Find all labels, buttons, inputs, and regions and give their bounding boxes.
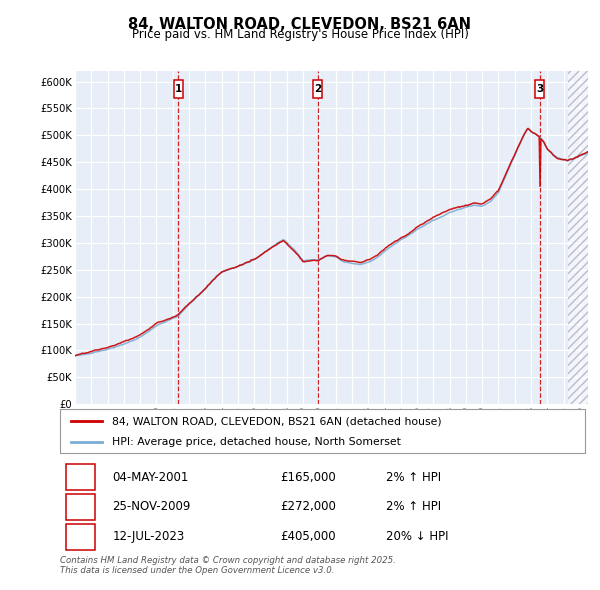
FancyBboxPatch shape (66, 524, 95, 550)
Text: 2: 2 (314, 84, 321, 94)
Text: 2% ↑ HPI: 2% ↑ HPI (386, 500, 440, 513)
FancyBboxPatch shape (174, 80, 183, 98)
FancyBboxPatch shape (313, 80, 322, 98)
Text: 12-JUL-2023: 12-JUL-2023 (113, 530, 185, 543)
FancyBboxPatch shape (66, 464, 95, 490)
Text: 3: 3 (77, 530, 85, 543)
Text: 2: 2 (77, 500, 85, 513)
Text: 1: 1 (175, 84, 182, 94)
Text: Price paid vs. HM Land Registry's House Price Index (HPI): Price paid vs. HM Land Registry's House … (131, 28, 469, 41)
Text: 04-MAY-2001: 04-MAY-2001 (113, 471, 189, 484)
FancyBboxPatch shape (535, 80, 544, 98)
Text: 2% ↑ HPI: 2% ↑ HPI (386, 471, 440, 484)
Text: £272,000: £272,000 (281, 500, 337, 513)
Text: 3: 3 (536, 84, 543, 94)
Text: 25-NOV-2009: 25-NOV-2009 (113, 500, 191, 513)
Text: 20% ↓ HPI: 20% ↓ HPI (386, 530, 448, 543)
Text: 84, WALTON ROAD, CLEVEDON, BS21 6AN (detached house): 84, WALTON ROAD, CLEVEDON, BS21 6AN (det… (113, 416, 442, 426)
FancyBboxPatch shape (66, 494, 95, 520)
Text: HPI: Average price, detached house, North Somerset: HPI: Average price, detached house, Nort… (113, 437, 401, 447)
Text: 84, WALTON ROAD, CLEVEDON, BS21 6AN: 84, WALTON ROAD, CLEVEDON, BS21 6AN (128, 17, 472, 31)
Text: Contains HM Land Registry data © Crown copyright and database right 2025.
This d: Contains HM Land Registry data © Crown c… (60, 556, 396, 575)
Bar (568, 71, 588, 404)
FancyBboxPatch shape (60, 409, 585, 453)
Text: 1: 1 (77, 471, 85, 484)
Text: £165,000: £165,000 (281, 471, 336, 484)
Text: £405,000: £405,000 (281, 530, 336, 543)
